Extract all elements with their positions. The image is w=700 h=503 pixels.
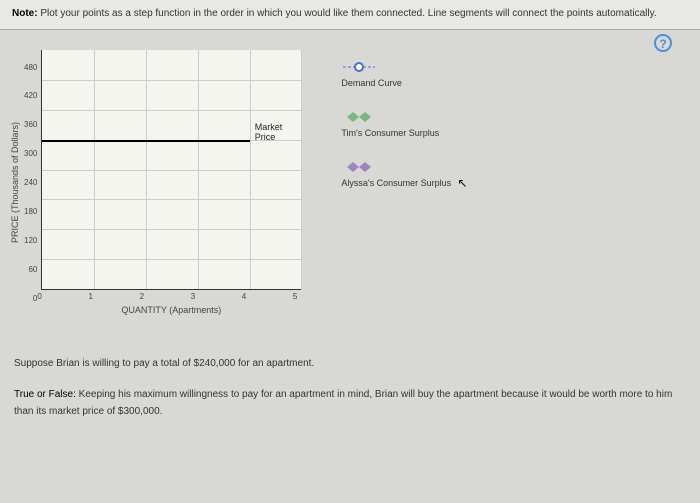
y-tick: 120 xyxy=(24,236,37,245)
y-axis-ticks: 480 420 360 300 240 180 120 60 0 xyxy=(24,63,41,303)
plot-area[interactable]: Market Price xyxy=(41,50,301,290)
y-tick: 240 xyxy=(24,178,37,187)
y-tick: 180 xyxy=(24,207,37,216)
main-area: PRICE (Thousands of Dollars) 480 420 360… xyxy=(0,30,700,315)
help-icon[interactable]: ? xyxy=(654,34,672,52)
cursor-icon: ↖ xyxy=(457,176,467,190)
question-line-2: True or False: Keeping his maximum willi… xyxy=(14,386,686,420)
chart-body: Market Price 0 1 2 3 4 5 QUANTITY (Apart… xyxy=(41,50,301,315)
legend-tim[interactable]: Tim's Consumer Surplus xyxy=(341,110,451,138)
chart-zone: PRICE (Thousands of Dollars) 480 420 360… xyxy=(10,50,301,315)
question-line-1: Suppose Brian is willing to pay a total … xyxy=(14,355,686,372)
y-tick: 60 xyxy=(24,265,37,274)
x-axis-label: QUANTITY (Apartments) xyxy=(41,305,301,315)
y-tick: 360 xyxy=(24,120,37,129)
note-text: Plot your points as a step function in t… xyxy=(38,8,657,19)
x-tick: 1 xyxy=(88,292,92,301)
alyssa-surplus-icon xyxy=(341,160,451,174)
legend-alyssa[interactable]: Alyssa's Consumer Surplus ↖ xyxy=(341,160,451,188)
market-price-line xyxy=(42,140,249,142)
y-tick: 0 xyxy=(24,294,37,303)
x-tick: 5 xyxy=(293,292,297,301)
x-tick: 0 xyxy=(37,292,41,301)
x-tick: 3 xyxy=(191,292,195,301)
y-tick: 420 xyxy=(24,91,37,100)
x-tick: 2 xyxy=(140,292,144,301)
note-prefix: Note: xyxy=(12,8,38,19)
x-axis-ticks: 0 1 2 3 4 5 xyxy=(37,292,297,301)
tf-prefix: True or False: xyxy=(14,389,76,400)
instruction-note: Note: Plot your points as a step functio… xyxy=(0,0,700,30)
demand-curve-icon xyxy=(341,60,451,74)
help-symbol: ? xyxy=(659,37,666,51)
market-price-label: Market Price xyxy=(255,122,302,142)
tf-rest: Keeping his maximum willingness to pay f… xyxy=(14,389,672,417)
legend-demand[interactable]: Demand Curve xyxy=(341,60,451,88)
x-tick: 4 xyxy=(242,292,246,301)
legend-tim-label: Tim's Consumer Surplus xyxy=(341,128,451,138)
tim-surplus-icon xyxy=(341,110,451,124)
legend-demand-label: Demand Curve xyxy=(341,78,451,88)
y-axis-label: PRICE (Thousands of Dollars) xyxy=(10,122,20,243)
y-tick: 480 xyxy=(24,63,37,72)
y-tick: 300 xyxy=(24,149,37,158)
legend: Demand Curve Tim's Consumer Surplus Alys… xyxy=(341,60,451,315)
legend-alyssa-label: Alyssa's Consumer Surplus xyxy=(341,178,451,188)
question-text: Suppose Brian is willing to pay a total … xyxy=(0,315,700,420)
